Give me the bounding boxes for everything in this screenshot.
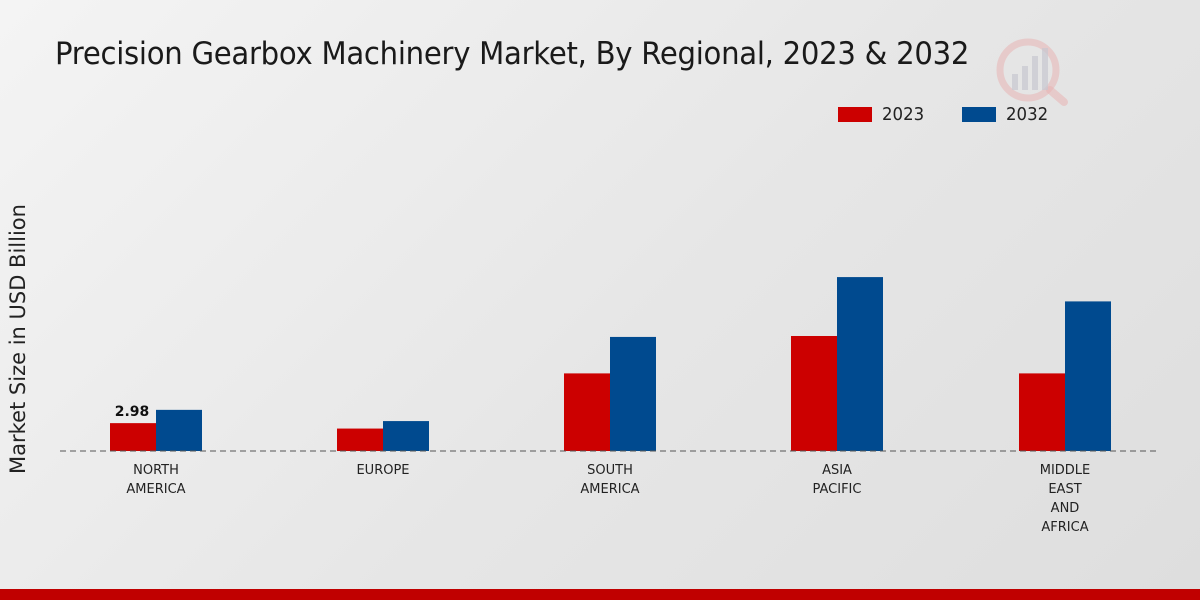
legend-item-2023: 2023: [838, 104, 928, 125]
bar-2023-4: [1019, 373, 1065, 451]
x-tick-label-2: SOUTH AMERICA: [580, 463, 639, 497]
bar-2032-4: [1065, 301, 1111, 451]
x-tick-label-0: NORTH AMERICA: [126, 463, 185, 497]
x-tick-label-4: MIDDLE EAST AND AFRICA: [1040, 463, 1091, 535]
legend-label-2032: 2032: [1005, 104, 1048, 125]
bar-2032-2: [610, 336, 656, 451]
data-label-0: 2.98: [115, 404, 150, 420]
bar-2032-1: [383, 421, 429, 451]
legend-swatch-2023: [838, 107, 872, 122]
chart-title: Precision Gearbox Machinery Market, By R…: [55, 36, 970, 72]
bar-2023-1: [337, 428, 383, 451]
bar-2023-3: [791, 335, 837, 451]
legend-label-2023: 2023: [882, 104, 925, 125]
bar-2032-3: [837, 277, 883, 451]
legend-item-2032: 2032: [961, 104, 1052, 125]
bottom-accent-bar: [0, 589, 1200, 600]
bar-2023-0: [110, 423, 156, 451]
x-tick-label-1: EUROPE: [356, 463, 409, 478]
watermark-logo-icon: [992, 30, 1072, 114]
y-axis-label: Market Size in USD Billion: [6, 204, 30, 474]
bar-2032-0: [156, 409, 202, 451]
x-tick-label-3: ASIA PACIFIC: [813, 463, 862, 497]
bar-2023-2: [564, 373, 610, 451]
legend-swatch-2032: [961, 107, 996, 122]
chart-legend: 2023 2032: [838, 104, 1052, 125]
